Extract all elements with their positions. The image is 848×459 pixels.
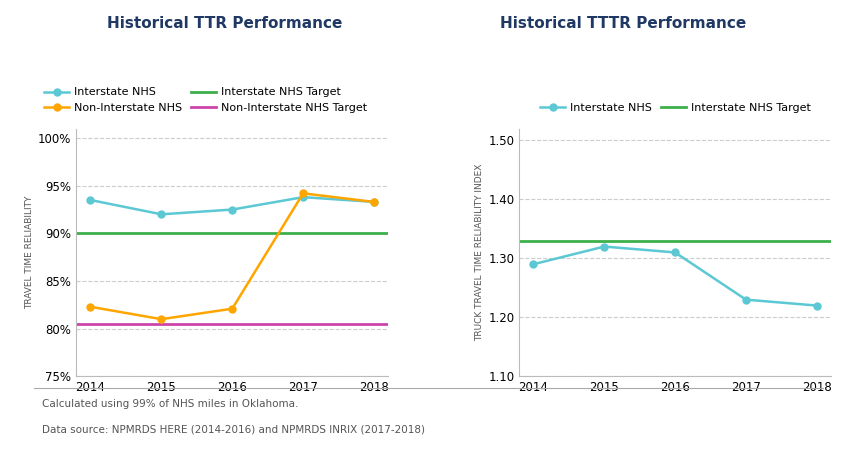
Text: Calculated using 99% of NHS miles in Oklahoma.: Calculated using 99% of NHS miles in Okl…	[42, 399, 298, 409]
Legend: Interstate NHS, Interstate NHS Target: Interstate NHS, Interstate NHS Target	[540, 103, 811, 113]
Y-axis label: TRAVEL TIME RELIABILITY: TRAVEL TIME RELIABILITY	[25, 196, 34, 309]
Text: Data source: NPMRDS HERE (2014-2016) and NPMRDS INRIX (2017-2018): Data source: NPMRDS HERE (2014-2016) and…	[42, 425, 426, 435]
Text: Historical TTTR Performance: Historical TTTR Performance	[500, 16, 746, 31]
Text: Historical TTR Performance: Historical TTR Performance	[107, 16, 343, 31]
Legend: Interstate NHS, Non-Interstate NHS, Interstate NHS Target, Non-Interstate NHS Ta: Interstate NHS, Non-Interstate NHS, Inte…	[44, 88, 367, 113]
Y-axis label: TRUCK TRAVEL TIME RELIABILITY INDEX: TRUCK TRAVEL TIME RELIABILITY INDEX	[475, 164, 484, 341]
